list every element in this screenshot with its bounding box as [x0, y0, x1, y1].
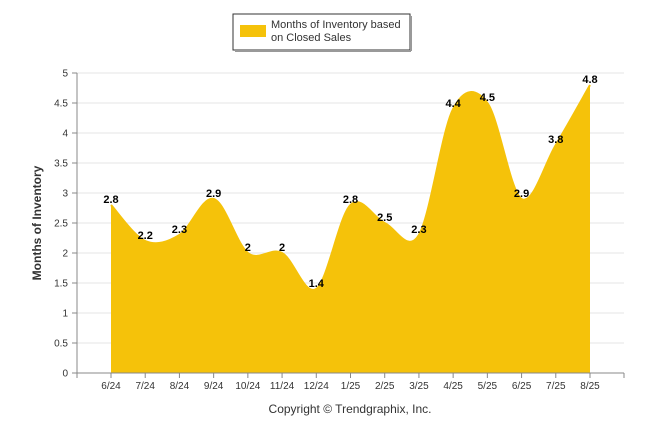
x-tick-label: 8/25: [580, 381, 600, 392]
data-label: 2.9: [514, 188, 529, 200]
y-tick-label: 4.5: [54, 99, 68, 110]
y-tick-label: 3: [62, 189, 68, 200]
x-tick-label: 8/24: [170, 381, 190, 392]
series-area-fill: [111, 85, 590, 373]
data-label: 2: [245, 242, 251, 254]
y-tick-label: 4: [62, 129, 68, 140]
x-tick-label: 6/25: [512, 381, 532, 392]
axes: 0 0.5 1 1.5 2 2.5 3 3.5 4 4.5 5 6/24 7/24 8/24 9/24 10/…: [54, 69, 625, 392]
data-label: 2.9: [206, 188, 221, 200]
x-tick-label: 7/24: [135, 381, 155, 392]
data-label: 4.5: [480, 92, 495, 104]
x-tick-label: 4/25: [443, 381, 463, 392]
data-label: 2.3: [172, 224, 187, 236]
x-tick-label: 12/24: [304, 381, 329, 392]
y-tick-label: 0.5: [54, 339, 68, 350]
y-tick-label: 2: [62, 249, 68, 260]
y-tick-label: 1: [62, 309, 68, 320]
legend-label-line2: on Closed Sales: [271, 32, 352, 44]
x-tick-label: 3/25: [409, 381, 429, 392]
data-label: 2.3: [411, 224, 426, 236]
legend: Months of Inventory based on Closed Sale…: [232, 13, 412, 52]
data-labels: 2.8 2.2 2.3 2.9 2 2 1.4 2.8 2.5 2.3 4.4 4.5 2.9 3.8 4.…: [103, 74, 597, 290]
data-label: 3.8: [548, 134, 563, 146]
data-label: 4.4: [445, 98, 461, 110]
y-tick-label: 3.5: [54, 159, 68, 170]
series-line: [110, 84, 591, 292]
copyright-footer: Copyright © Trendgraphix, Inc.: [269, 402, 432, 416]
y-tick-label: 0: [62, 369, 68, 380]
x-tick-label: 9/24: [204, 381, 224, 392]
data-label: 1.4: [309, 278, 325, 290]
data-label: 2.8: [343, 194, 358, 206]
y-tick-label: 1.5: [54, 279, 68, 290]
x-tick-label: 10/24: [235, 381, 260, 392]
x-tick-label: 5/25: [478, 381, 498, 392]
x-tick-label: 6/24: [101, 381, 121, 392]
y-tick-label: 2.5: [54, 219, 68, 230]
x-tick-label: 11/24: [270, 381, 295, 392]
x-tick-label: 1/25: [341, 381, 361, 392]
y-axis-title: Months of Inventory: [30, 165, 44, 280]
legend-label-line1: Months of Inventory based: [271, 19, 401, 31]
data-label: 4.8: [582, 74, 597, 86]
data-label: 2.8: [103, 194, 118, 206]
x-tick-label: 7/25: [546, 381, 566, 392]
series-area: [110, 84, 591, 373]
data-label: 2.2: [138, 230, 153, 242]
x-tick-label: 2/25: [375, 381, 395, 392]
data-label: 2.5: [377, 212, 392, 224]
y-tick-label: 5: [62, 69, 68, 80]
data-label: 2: [279, 242, 285, 254]
legend-swatch: [240, 25, 266, 37]
